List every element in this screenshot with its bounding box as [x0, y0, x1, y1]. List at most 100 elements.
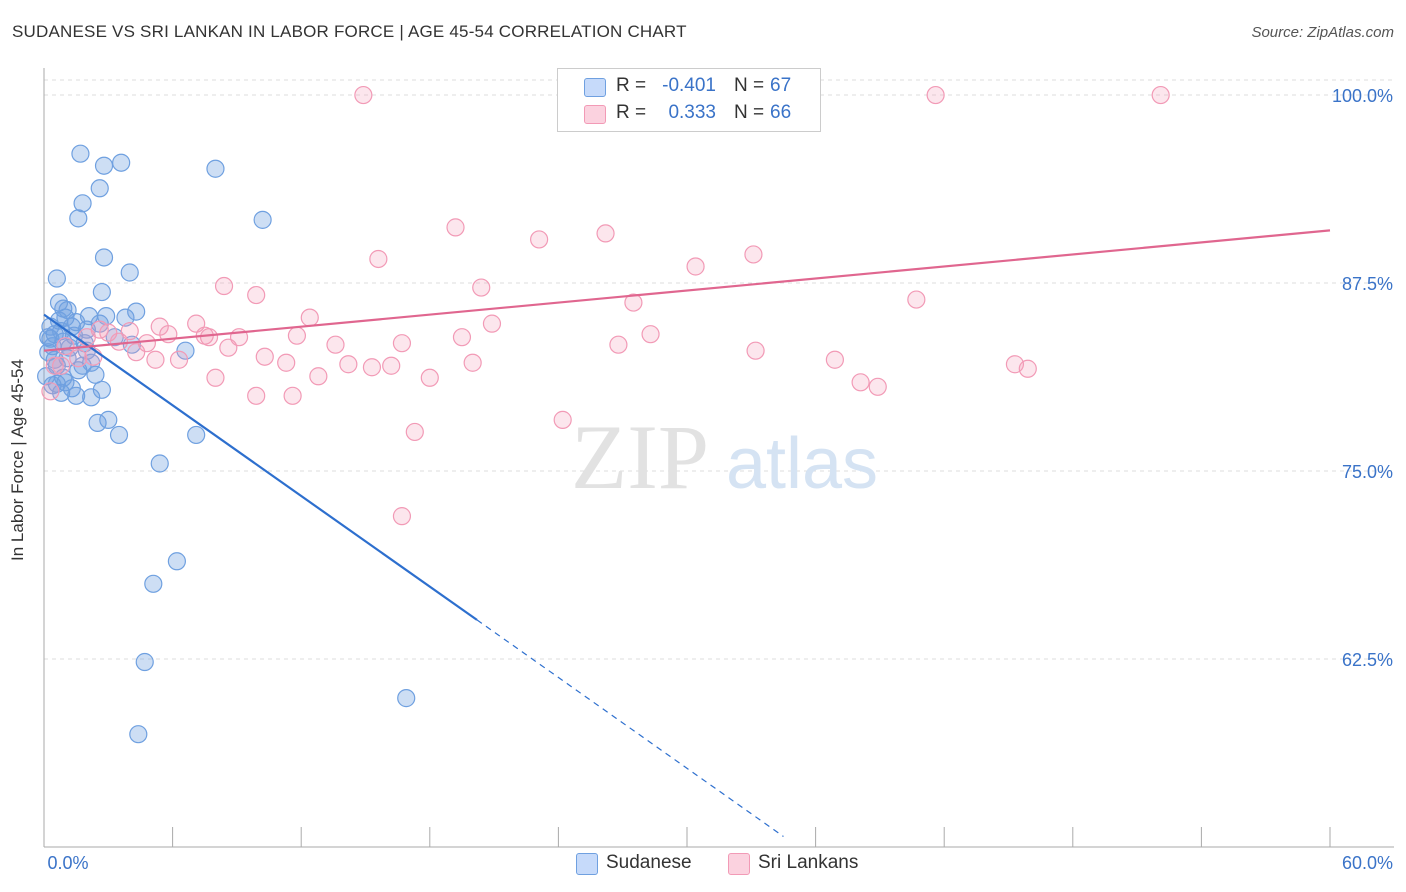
point-sudanese — [135, 652, 154, 672]
bottom-legend-swatch-sri-lankans — [728, 853, 750, 875]
point-sri-lankans — [1018, 359, 1037, 378]
point-sri-lankans — [530, 230, 549, 249]
point-sudanese — [144, 574, 163, 593]
legend-n-value-sri-lankans: 66 — [770, 102, 792, 123]
point-sri-lankans — [744, 245, 763, 264]
point-sudanese — [120, 263, 139, 282]
y-tick-label: 100.0% — [1332, 86, 1393, 106]
point-sudanese — [150, 454, 169, 473]
point-sudanese — [67, 386, 86, 405]
point-sri-lankans — [41, 382, 60, 401]
watermark-atlas: atlas — [726, 424, 878, 504]
bottom-legend-label-sri-lankans: Sri Lankans — [758, 852, 859, 873]
point-sri-lankans — [382, 356, 401, 375]
chart-title: SUDANESE VS SRI LANKAN IN LABOR FORCE | … — [12, 22, 687, 41]
point-sri-lankans — [109, 332, 129, 351]
point-sri-lankans — [287, 326, 307, 345]
point-sri-lankans — [247, 285, 266, 305]
point-sri-lankans — [624, 293, 643, 312]
legend-r-value-sri-lankans: 0.333 — [668, 102, 716, 123]
legend-r-value-sudanese: -0.401 — [662, 75, 716, 96]
point-sri-lankans — [354, 85, 373, 105]
point-sri-lankans — [362, 358, 382, 377]
point-sudanese — [397, 689, 416, 708]
point-sri-lankans — [277, 353, 296, 372]
point-sudanese — [127, 302, 146, 321]
legend-r-label: R = — [616, 102, 647, 123]
point-sri-lankans — [169, 350, 189, 369]
point-sudanese — [253, 210, 272, 229]
point-sri-lankans — [868, 377, 887, 396]
point-sri-lankans — [127, 343, 146, 362]
y-tick-label: 75.0% — [1342, 462, 1393, 482]
point-sri-lankans — [641, 325, 660, 344]
point-sudanese — [129, 725, 148, 744]
point-sri-lankans — [746, 341, 765, 360]
point-sudanese — [58, 301, 77, 320]
point-sudanese — [206, 159, 225, 178]
point-sudanese — [82, 388, 101, 407]
point-sri-lankans — [405, 422, 424, 442]
point-sri-lankans — [90, 320, 109, 339]
point-sri-lankans — [907, 290, 926, 309]
correlation-legend: R = -0.401 N = 67 R = 0.333 N = 66 — [557, 68, 821, 132]
point-sudanese — [69, 209, 88, 228]
legend-row-sri-lankans: R = 0.333 N = 66 — [558, 101, 820, 127]
point-sri-lankans — [326, 335, 345, 354]
point-sri-lankans — [283, 386, 302, 405]
axes — [43, 68, 1394, 848]
point-sudanese — [116, 308, 135, 327]
point-sri-lankans — [300, 308, 319, 327]
point-sri-lankans — [369, 249, 388, 269]
point-sudanese — [86, 365, 105, 384]
point-sri-lankans — [199, 328, 219, 347]
point-sri-lankans — [339, 355, 358, 374]
point-sri-lankans — [214, 276, 234, 296]
point-sri-lankans — [309, 367, 328, 386]
point-sudanese — [94, 248, 114, 267]
point-sri-lankans — [686, 257, 705, 276]
point-sri-lankans — [219, 338, 238, 357]
point-sri-lankans — [69, 349, 88, 368]
point-sri-lankans — [596, 224, 615, 243]
point-sri-lankans — [420, 368, 439, 387]
point-sri-lankans — [553, 410, 572, 429]
point-sudanese — [92, 380, 111, 399]
point-sudanese — [187, 425, 206, 445]
point-sri-lankans — [472, 278, 491, 297]
trend-line-sri-lankans — [43, 229, 1331, 352]
point-sri-lankans — [45, 356, 64, 375]
point-sudanese — [176, 341, 195, 360]
point-sudanese — [47, 374, 66, 393]
point-sri-lankans — [392, 334, 412, 353]
watermark: ZIP atlas — [571, 406, 878, 508]
point-sudanese — [73, 194, 92, 213]
point-sri-lankans — [146, 350, 165, 369]
point-sri-lankans — [206, 368, 225, 387]
point-sudanese — [167, 552, 186, 571]
legend-n-label: N = — [734, 75, 765, 96]
legend-r-label: R = — [616, 75, 647, 96]
trend-lines — [43, 229, 1331, 837]
y-tick-label: 87.5% — [1342, 274, 1393, 294]
x-tick-label-min: 0.0% — [47, 853, 88, 873]
point-sri-lankans — [446, 218, 465, 237]
point-sudanese — [94, 156, 114, 175]
point-sri-lankans — [609, 335, 628, 354]
legend-swatch-sudanese — [584, 78, 606, 97]
point-sri-lankans — [825, 350, 844, 369]
bottom-legend-swatch-sudanese — [576, 853, 598, 875]
point-sudanese — [39, 328, 58, 347]
point-sudanese — [92, 282, 111, 302]
point-sri-lankans — [482, 314, 502, 333]
point-sri-lankans — [56, 337, 75, 356]
y-tick-label: 62.5% — [1342, 650, 1393, 670]
point-sri-lankans — [255, 347, 274, 366]
point-sri-lankans — [52, 356, 71, 375]
watermark-zip: ZIP — [571, 406, 709, 508]
point-sri-lankans — [392, 507, 412, 526]
legend-row-sudanese: R = -0.401 N = 67 — [558, 74, 820, 100]
legend-n-value-sudanese: 67 — [770, 75, 792, 96]
point-sri-lankans — [1151, 85, 1170, 105]
source-credit: Source: ZipAtlas.com — [1251, 24, 1394, 41]
